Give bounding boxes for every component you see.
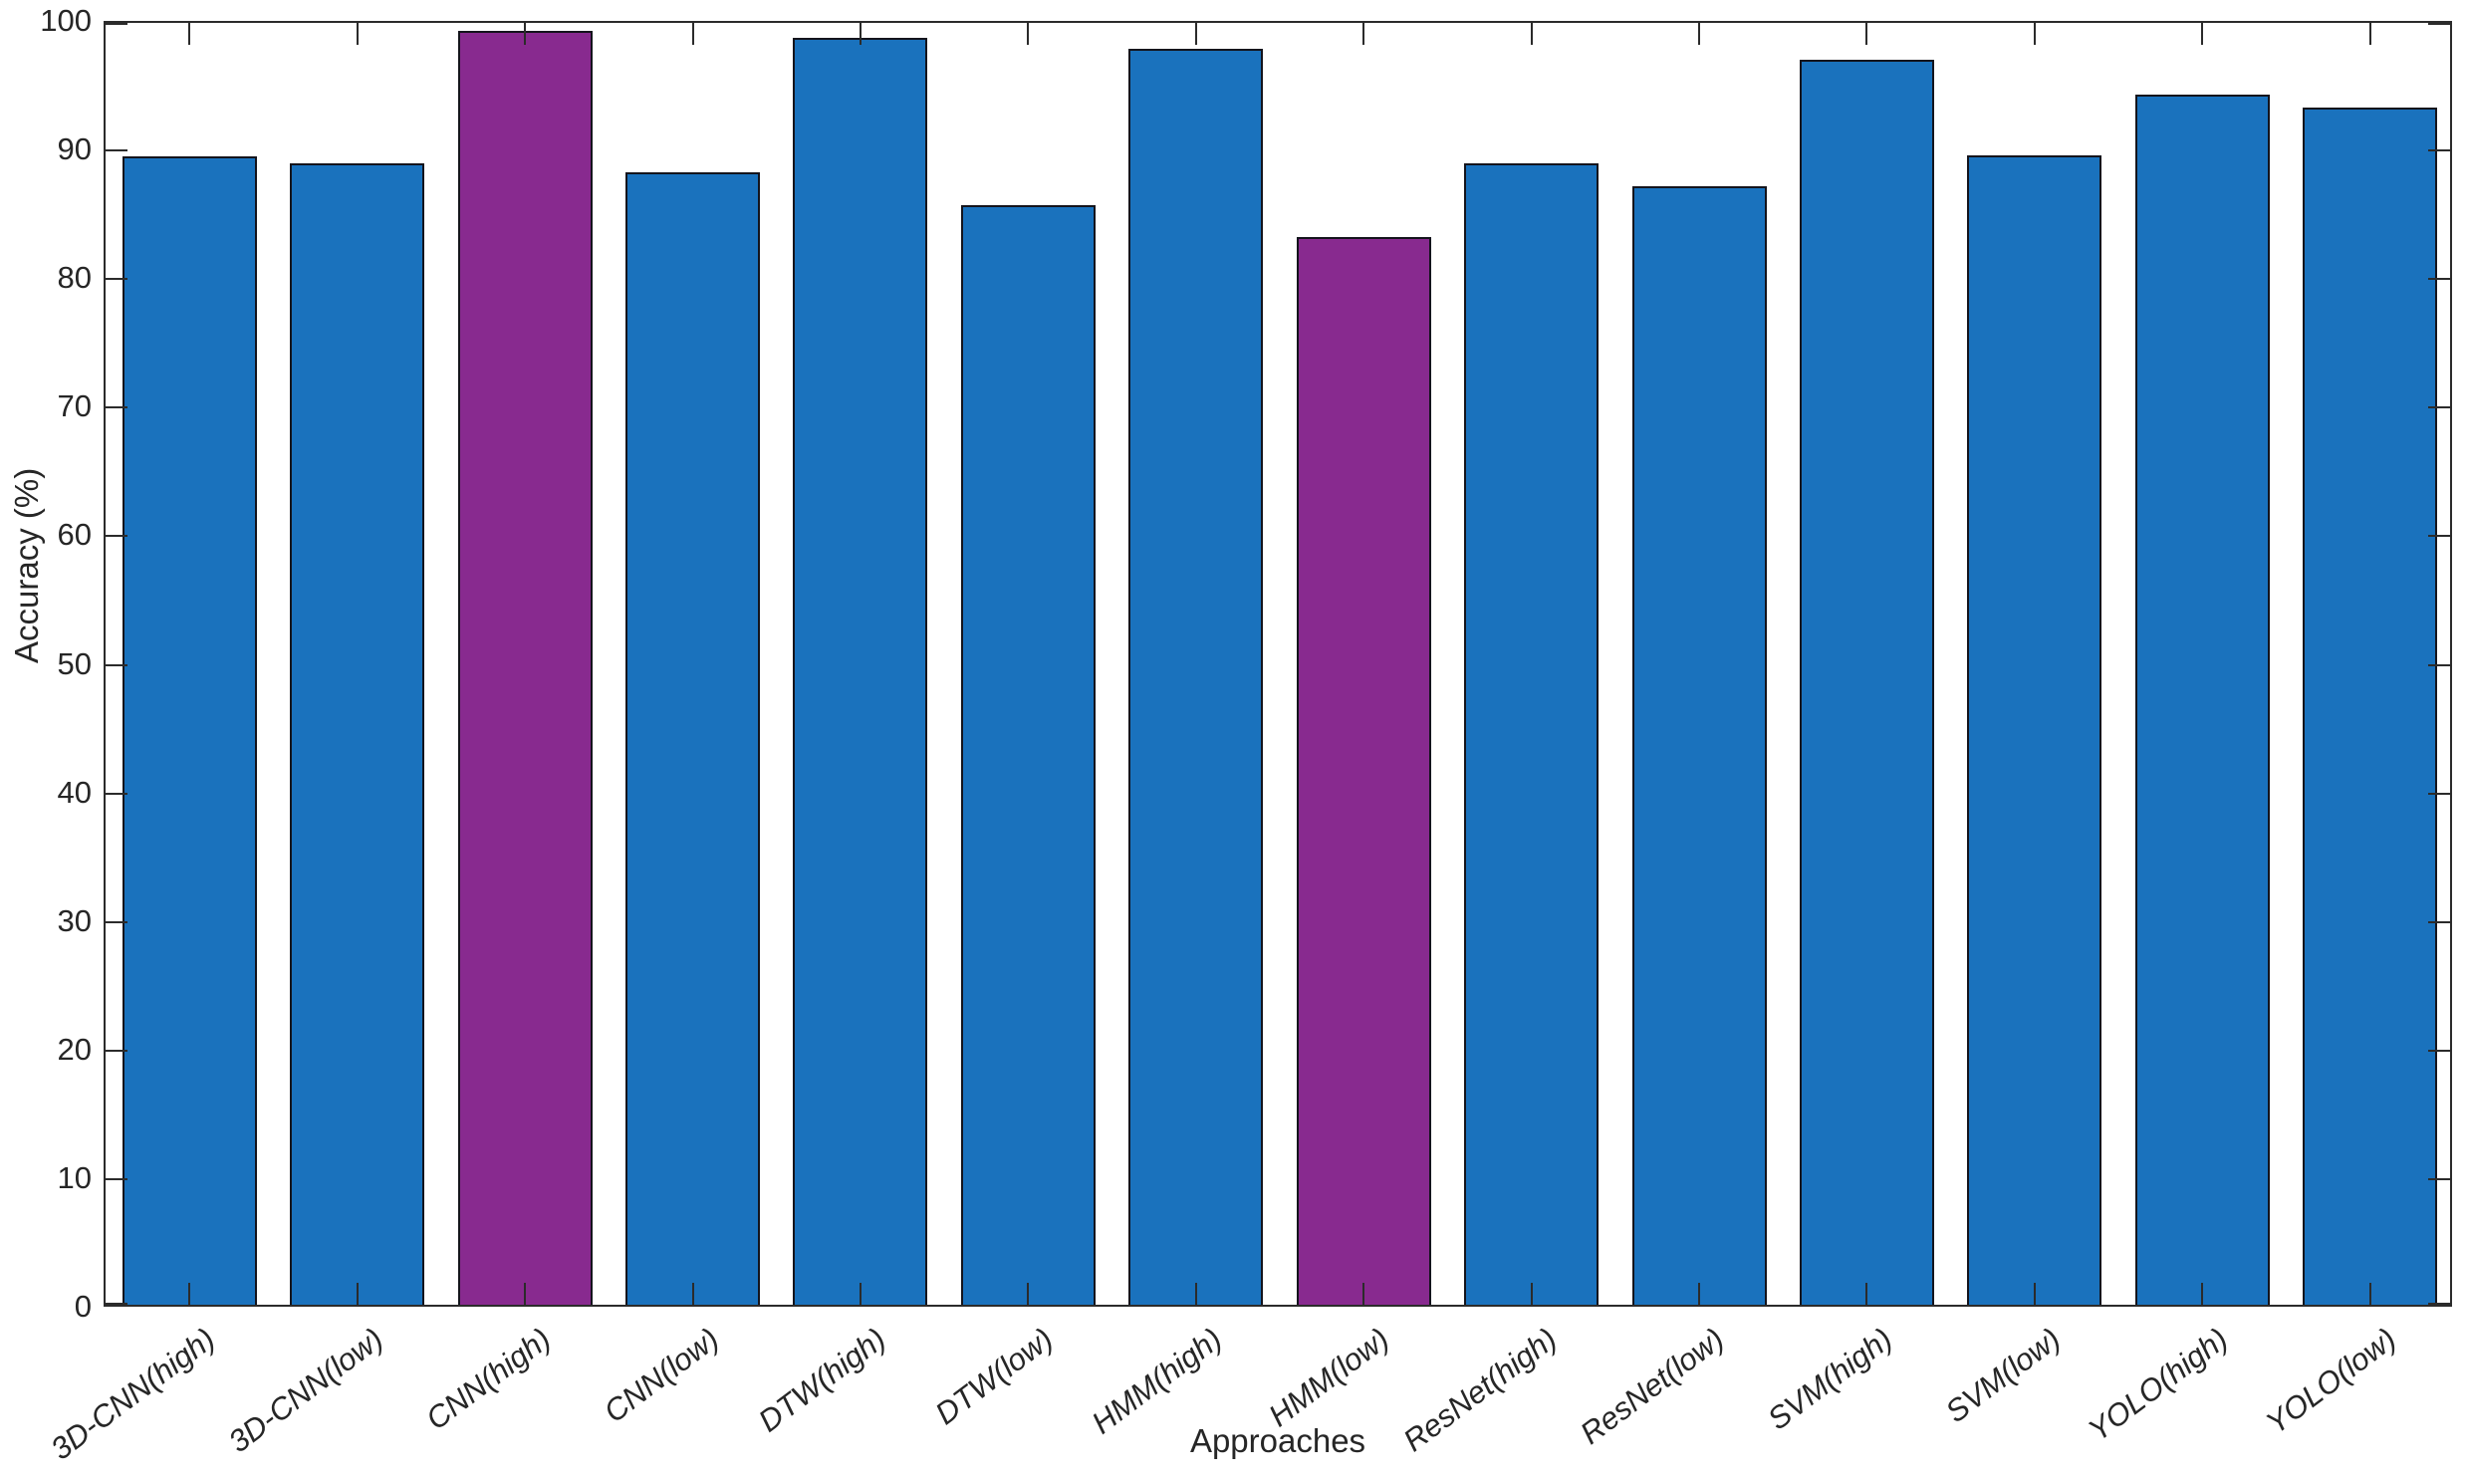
x-tick-bottom: [692, 1283, 694, 1305]
y-tick-label: 20: [57, 1032, 92, 1067]
x-tick-label-dtw-low: DTW(low): [928, 1321, 1060, 1432]
x-tick-bottom: [357, 1283, 359, 1305]
y-tick-right: [2428, 1178, 2450, 1180]
x-tick-bottom: [1027, 1283, 1029, 1305]
x-tick-label-dtw-high: DTW(high): [752, 1321, 892, 1439]
bar-dtw-high: [793, 38, 927, 1305]
x-tick-bottom: [524, 1283, 526, 1305]
plot-area: [104, 21, 2452, 1307]
y-tick-right: [2428, 793, 2450, 795]
y-tick-label: 40: [57, 775, 92, 810]
x-tick-bottom: [2034, 1283, 2036, 1305]
y-tick-label: 0: [74, 1289, 92, 1324]
y-tick-right: [2428, 278, 2450, 280]
x-tick-top: [2369, 23, 2371, 45]
bar-svm-high: [1800, 60, 1934, 1305]
bar-cnn-high: [458, 31, 593, 1305]
x-tick-bottom: [188, 1283, 190, 1305]
y-tick-label: 70: [57, 388, 92, 423]
y-tick-left: [106, 535, 127, 537]
x-tick-label-svm-low: SVM(low): [1938, 1321, 2067, 1430]
x-tick-bottom: [2201, 1283, 2203, 1305]
y-tick-right: [2428, 149, 2450, 151]
y-tick-left: [106, 664, 127, 666]
y-tick-right: [2428, 1050, 2450, 1052]
y-tick-left: [106, 1050, 127, 1052]
y-tick-left: [106, 278, 127, 280]
y-tick-label: 60: [57, 517, 92, 552]
x-tick-bottom: [1195, 1283, 1197, 1305]
bar-dtw-low: [961, 205, 1096, 1305]
x-tick-top: [1698, 23, 1700, 45]
y-tick-right: [2428, 535, 2450, 537]
x-tick-bottom: [1362, 1283, 1364, 1305]
x-tick-top: [1362, 23, 1364, 45]
bar-3d-cnn-low: [290, 163, 424, 1305]
bar-resnet-low: [1632, 186, 1767, 1305]
bar-resnet-high: [1464, 163, 1599, 1305]
y-tick-left: [106, 149, 127, 151]
y-tick-left: [106, 793, 127, 795]
y-tick-right: [2428, 406, 2450, 408]
x-tick-top: [860, 23, 862, 45]
x-tick-top: [1865, 23, 1867, 45]
y-tick-left: [106, 1178, 127, 1180]
x-tick-top: [357, 23, 359, 45]
bar-svm-low: [1967, 155, 2101, 1305]
x-tick-bottom: [1698, 1283, 1700, 1305]
y-tick-right: [2428, 921, 2450, 923]
y-tick-label: 10: [57, 1160, 92, 1195]
y-tick-right: [2428, 1303, 2450, 1305]
bar-yolo-low: [2303, 108, 2437, 1305]
y-tick-label: 80: [57, 260, 92, 295]
x-tick-bottom: [1865, 1283, 1867, 1305]
x-tick-top: [188, 23, 190, 45]
x-tick-label-cnn-high: CNN(high): [418, 1321, 557, 1437]
x-tick-top: [1531, 23, 1533, 45]
bar-3d-cnn-high: [123, 156, 257, 1305]
x-tick-top: [2201, 23, 2203, 45]
x-tick-top: [524, 23, 526, 45]
x-tick-bottom: [1531, 1283, 1533, 1305]
bar-hmm-high: [1128, 49, 1263, 1305]
x-tick-top: [1195, 23, 1197, 45]
y-tick-left: [106, 921, 127, 923]
y-tick-right: [2428, 664, 2450, 666]
y-tick-left: [106, 1303, 127, 1305]
x-tick-bottom: [860, 1283, 862, 1305]
y-tick-label: 90: [57, 131, 92, 166]
y-tick-left: [106, 23, 127, 25]
x-tick-label-cnn-low: CNN(low): [597, 1321, 725, 1430]
x-tick-label-svm-high: SVM(high): [1760, 1321, 1898, 1437]
x-tick-top: [2034, 23, 2036, 45]
y-tick-label: 30: [57, 903, 92, 938]
y-tick-right: [2428, 23, 2450, 25]
x-axis-title: Approaches: [1189, 1422, 1366, 1459]
bar-cnn-low: [625, 172, 760, 1305]
x-tick-top: [1027, 23, 1029, 45]
bar-hmm-low: [1297, 237, 1431, 1305]
bar-yolo-high: [2135, 95, 2270, 1305]
y-tick-label: 50: [57, 646, 92, 681]
x-tick-bottom: [2369, 1283, 2371, 1305]
x-tick-top: [692, 23, 694, 45]
y-tick-left: [106, 406, 127, 408]
y-tick-label: 100: [40, 3, 92, 38]
x-tick-label-hmm-low: HMM(low): [1262, 1321, 1395, 1434]
